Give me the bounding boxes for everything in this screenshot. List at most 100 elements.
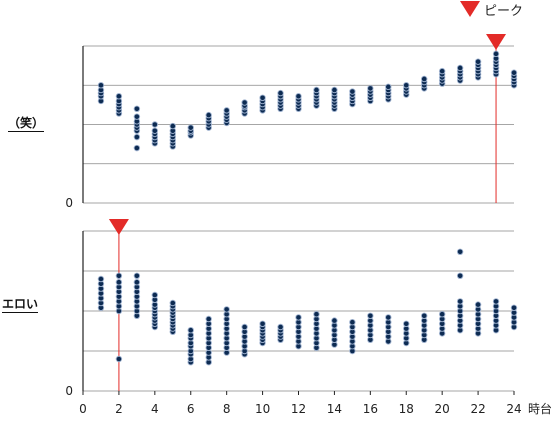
- data-point: [403, 326, 409, 331]
- peak-marker: [486, 34, 507, 50]
- data-point: [511, 305, 517, 311]
- data-point: [314, 87, 319, 93]
- data-point: [188, 327, 194, 333]
- data-point: [152, 297, 158, 303]
- data-point: [224, 108, 229, 113]
- data-point: [457, 273, 463, 279]
- data-point: [421, 318, 427, 323]
- data-point: [368, 327, 373, 333]
- data-point: [206, 355, 212, 360]
- data-point: [116, 303, 122, 309]
- data-point: [314, 340, 319, 346]
- data-point: [296, 319, 301, 325]
- x-tick-label: 4: [151, 402, 159, 416]
- data-point: [206, 340, 212, 346]
- data-point: [134, 279, 140, 285]
- y-zero-label: 0: [65, 196, 73, 210]
- data-point: [224, 335, 229, 341]
- data-point: [314, 326, 319, 331]
- data-point: [278, 324, 283, 330]
- data-point: [116, 356, 122, 362]
- data-point: [296, 93, 301, 99]
- data-point: [242, 343, 247, 349]
- data-point: [403, 321, 409, 327]
- data-point: [134, 313, 140, 319]
- data-point: [116, 93, 122, 99]
- data-point: [98, 286, 104, 291]
- data-point: [314, 316, 319, 322]
- data-point: [403, 335, 409, 341]
- x-axis-suffix: 時台: [528, 401, 552, 416]
- x-tick-label: 24: [506, 402, 521, 416]
- data-point: [511, 324, 517, 330]
- peak-legend-label: ピーク: [484, 3, 524, 19]
- data-point: [368, 313, 373, 319]
- data-point: [296, 339, 301, 344]
- data-point: [224, 350, 229, 355]
- x-tick-label: 20: [435, 402, 450, 416]
- data-point: [457, 249, 463, 255]
- data-point: [134, 308, 140, 314]
- data-point: [116, 273, 122, 279]
- data-point: [368, 86, 373, 91]
- data-point: [206, 331, 212, 336]
- data-point: [296, 324, 301, 330]
- data-point: [134, 134, 140, 140]
- data-point: [170, 128, 176, 134]
- data-point: [296, 329, 301, 335]
- data-point: [368, 332, 373, 338]
- data-point: [242, 324, 247, 330]
- data-point: [224, 316, 229, 322]
- data-point: [206, 326, 212, 331]
- data-point: [439, 321, 445, 327]
- data-point: [188, 340, 194, 346]
- data-point: [493, 313, 499, 319]
- data-point: [206, 345, 212, 351]
- y-zero-label: 0: [65, 384, 73, 398]
- data-point: [152, 122, 158, 127]
- data-point: [152, 292, 158, 298]
- data-point: [421, 327, 427, 333]
- data-point: [242, 348, 247, 354]
- data-point: [475, 326, 481, 331]
- data-point: [296, 343, 301, 349]
- data-point: [457, 303, 463, 309]
- data-point: [314, 335, 319, 341]
- data-point: [116, 299, 122, 304]
- data-point: [242, 329, 247, 335]
- data-point: [224, 340, 229, 346]
- data-point: [134, 289, 140, 295]
- data-point: [134, 299, 140, 304]
- x-tick-label: 22: [470, 402, 485, 416]
- data-point: [332, 323, 337, 328]
- data-point: [134, 106, 140, 112]
- data-point: [314, 311, 319, 317]
- data-point: [188, 356, 194, 362]
- data-point: [350, 324, 355, 330]
- data-point: [403, 82, 409, 88]
- data-point: [457, 65, 463, 71]
- data-point: [350, 329, 355, 335]
- data-point: [98, 281, 104, 287]
- data-point: [350, 89, 355, 94]
- data-point: [152, 128, 158, 134]
- data-point: [368, 323, 373, 328]
- data-point: [188, 125, 194, 130]
- data-point: [224, 331, 229, 336]
- data-point: [116, 289, 122, 295]
- data-point: [457, 318, 463, 323]
- data-point: [350, 343, 355, 349]
- x-tick-label: 12: [291, 402, 306, 416]
- data-point: [385, 315, 391, 320]
- data-point: [439, 316, 445, 322]
- data-point: [511, 70, 517, 75]
- x-tick-label: 0: [79, 402, 87, 416]
- data-point: [98, 82, 104, 88]
- data-point: [170, 123, 176, 129]
- data-point: [439, 311, 445, 317]
- data-point: [116, 98, 122, 104]
- data-point: [206, 112, 212, 118]
- data-point: [224, 321, 229, 327]
- data-point: [421, 323, 427, 328]
- x-tick-label: 2: [115, 402, 123, 416]
